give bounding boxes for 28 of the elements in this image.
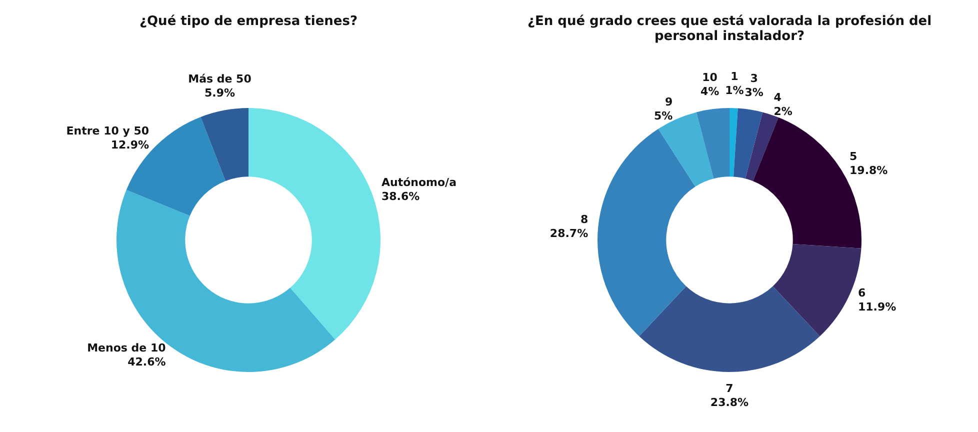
data-label: 3% (744, 86, 764, 99)
chart-title: ¿En qué grado crees que está valorada la profesión del personal instalador? (526, 14, 933, 46)
data-label: 19.8% (850, 164, 888, 177)
slice-label: Menos de 10 (87, 341, 166, 354)
data-label: 12.9% (110, 138, 150, 152)
data-label: 42.6% (128, 355, 166, 368)
slice-label: Más de 50 (188, 72, 252, 86)
slice-label: Autónomo/a (381, 176, 457, 190)
data-label: 5.9% (204, 86, 236, 100)
slice-label: 7 (726, 382, 734, 395)
data-label: 2% (774, 104, 792, 118)
data-label: 1% (725, 84, 744, 97)
slice-label: 9 (665, 96, 673, 109)
chart-title: ¿Qué tipo de empresa tienes? (139, 14, 358, 31)
data-label: 4% (700, 85, 720, 98)
data-label: 38.6% (381, 190, 420, 204)
data-label: 11.9% (858, 300, 896, 314)
data-label: 28.7% (550, 226, 588, 240)
slice-label: Entre 10 y 50 (66, 124, 150, 138)
slice-label: 1 (730, 70, 738, 83)
data-label: 23.8% (710, 396, 749, 409)
slice-label: 4 (774, 90, 782, 104)
slice-label: 5 (850, 150, 858, 163)
slice-label: 10 (702, 71, 718, 84)
slice-label: 3 (750, 72, 758, 85)
slice-label: 6 (858, 286, 866, 300)
slice-label: 8 (580, 212, 588, 226)
data-label: 5% (654, 110, 673, 123)
